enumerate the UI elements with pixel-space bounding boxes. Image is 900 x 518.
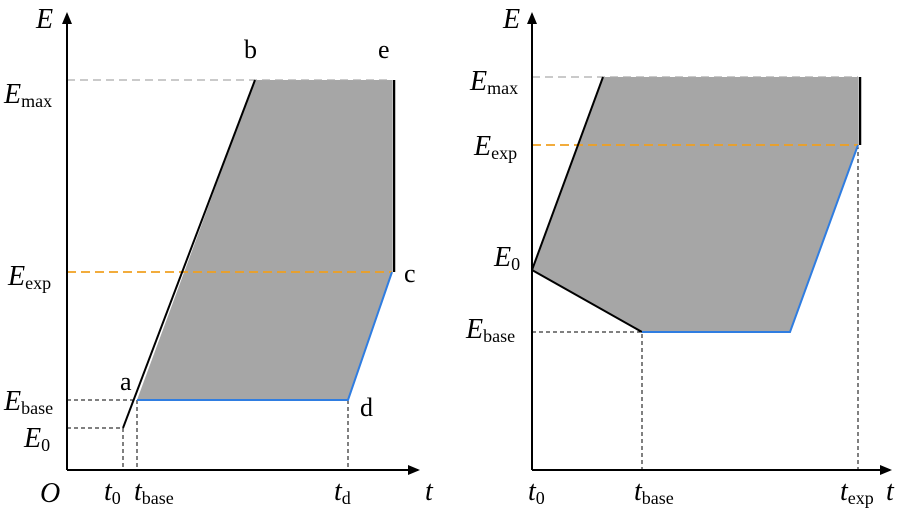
- guide: [67, 399, 138, 470]
- symbol: E: [493, 242, 511, 273]
- subscript: exp: [25, 273, 51, 293]
- energy-label: Eexp: [7, 261, 51, 293]
- time-label: t0: [528, 476, 545, 508]
- subscript: d: [342, 488, 351, 508]
- symbol: t: [634, 476, 643, 507]
- symbol: E: [3, 386, 21, 417]
- axis-label: E: [502, 4, 520, 35]
- edge: [137, 271, 393, 401]
- subscript: base: [142, 488, 174, 508]
- symbol: E: [23, 423, 41, 454]
- subscript: exp: [491, 143, 517, 163]
- symbol: E: [469, 66, 487, 97]
- guide: [67, 427, 124, 470]
- point-label: e: [378, 35, 390, 64]
- symbol: t: [528, 476, 537, 507]
- subscript: base: [642, 488, 674, 508]
- axis-label: E: [35, 4, 53, 35]
- symbol: E: [473, 131, 491, 162]
- region: [137, 80, 392, 400]
- energy-label: Ebase: [3, 386, 53, 418]
- edge: [531, 269, 643, 333]
- time-label: tbase: [634, 476, 674, 508]
- edge: [122, 79, 256, 429]
- subscript: 0: [112, 488, 121, 508]
- energy-label: Emax: [469, 66, 518, 98]
- energy-label: Eexp: [473, 131, 517, 163]
- energy-label: E0: [23, 423, 50, 455]
- edge: [531, 76, 604, 271]
- subscript: base: [21, 398, 53, 418]
- symbol: t: [334, 476, 343, 507]
- axis-label: t: [886, 476, 895, 507]
- subscript: 0: [41, 435, 50, 455]
- symbol: E: [3, 79, 21, 110]
- subscript: base: [483, 326, 515, 346]
- point-label: a: [120, 367, 132, 396]
- subscript: max: [21, 91, 52, 111]
- origin-label: O: [40, 478, 60, 509]
- subscript: exp: [848, 488, 874, 508]
- point-label: b: [244, 35, 257, 64]
- left-panel: E t O Emax Eexp Ebase E0 t0 tbase td a b…: [3, 4, 434, 509]
- edge: [642, 144, 859, 333]
- symbol: E: [7, 261, 25, 292]
- time-label: texp: [840, 476, 874, 508]
- subscript: max: [487, 78, 518, 98]
- right-panel: E t Emax Eexp E0 Ebase t0 tbase texp: [465, 4, 895, 508]
- energy-label: E0: [493, 242, 520, 274]
- time-label: td: [334, 476, 351, 508]
- energy-label: Ebase: [465, 314, 515, 346]
- symbol: t: [840, 476, 849, 507]
- time-label: tbase: [134, 476, 174, 508]
- point-label: d: [360, 393, 373, 422]
- subscript: 0: [511, 254, 520, 274]
- energy-label: Emax: [3, 79, 52, 111]
- subscript: 0: [536, 488, 545, 508]
- guide: [532, 331, 643, 470]
- point-label: c: [404, 259, 416, 288]
- symbol: t: [134, 476, 143, 507]
- axis-label: t: [425, 476, 434, 507]
- symbol: E: [465, 314, 483, 345]
- time-label: t0: [104, 476, 121, 508]
- region: [532, 77, 858, 332]
- symbol: t: [104, 476, 113, 507]
